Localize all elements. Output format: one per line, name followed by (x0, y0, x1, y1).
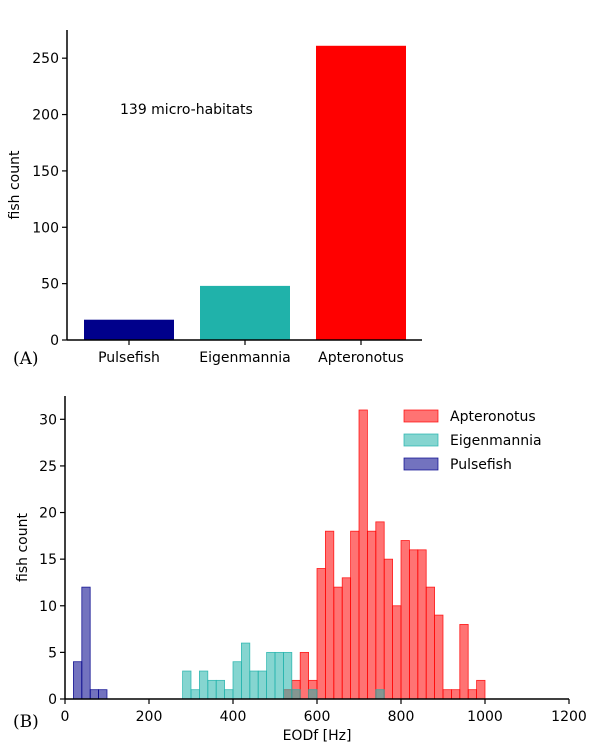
y-tick-label: 150 (32, 164, 59, 180)
histogram-bar-pulsefish (89, 689, 99, 700)
histogram-bar-apteronotus (299, 651, 310, 700)
histogram-bar-eigenmannia (182, 670, 192, 700)
histogram-bar-apteronotus (408, 549, 419, 700)
histogram-bar-eigenmannia (282, 651, 293, 700)
histogram-bar-apteronotus (350, 530, 360, 700)
y-tick-label: 25 (39, 459, 57, 475)
x-tick-label: 600 (304, 709, 331, 725)
histogram-bar-apteronotus (392, 605, 402, 700)
legend-swatch-apteronotus (403, 409, 439, 423)
histogram-bar-apteronotus (375, 521, 385, 700)
x-tick-label: 1200 (551, 709, 587, 725)
x-tick-label-eigenmannia: Eigenmannia (199, 350, 291, 366)
series-pulsefish (73, 586, 108, 700)
histogram-bar-apteronotus (366, 530, 377, 700)
histogram-bar-eigenmannia (190, 689, 200, 700)
histogram-bar-apteronotus (316, 568, 326, 700)
y-axis-label: fish count (15, 513, 31, 582)
histogram-bar-apteronotus (358, 409, 368, 700)
histogram-bar-eigenmannia (257, 670, 268, 700)
histogram-bar-eigenmannia (266, 651, 276, 700)
histogram-bar-apteronotus (333, 586, 343, 700)
histogram-bar-apteronotus (417, 549, 427, 700)
histogram-bar-apteronotus (425, 586, 436, 700)
histogram-bar-eigenmannia (249, 670, 259, 700)
histogram-bar-eigenmannia (308, 689, 318, 700)
y-tick-label: 250 (32, 51, 59, 67)
histogram-bar-apteronotus (450, 689, 461, 700)
histogram-bar-apteronotus (476, 679, 486, 700)
bar-apteronotus (316, 45, 406, 340)
histogram-bar-eigenmannia (375, 689, 385, 700)
y-tick-label: 200 (32, 108, 59, 124)
histogram-bar-eigenmannia (274, 651, 284, 700)
histogram-bar-apteronotus (341, 577, 352, 700)
y-tick-label: 15 (39, 552, 57, 568)
legend-label-eigenmannia: Eigenmannia (450, 433, 542, 449)
x-tick-label: 1000 (467, 709, 503, 725)
histogram-bar-pulsefish (73, 661, 83, 700)
y-axis-label: fish count (7, 150, 23, 219)
histogram-bar-apteronotus (383, 558, 394, 700)
x-tick-label-apteronotus: Apteronotus (318, 350, 404, 366)
y-tick-label: 100 (32, 220, 59, 236)
x-axis-label: EODf [Hz] (283, 728, 352, 744)
histogram-bar-apteronotus (459, 624, 469, 700)
y-tick-label: 50 (41, 277, 59, 293)
legend-label-apteronotus: Apteronotus (450, 409, 536, 425)
legend-swatch-eigenmannia (403, 433, 439, 447)
histogram-bar-pulsefish (98, 689, 108, 700)
histogram-bar-pulsefish (81, 586, 91, 700)
x-tick-label: 400 (220, 709, 247, 725)
histogram-bar-apteronotus (324, 530, 335, 700)
panel-label-a: (A) (13, 349, 39, 369)
legend-swatch-pulsefish (403, 457, 439, 471)
y-tick-label: 20 (39, 506, 57, 522)
series-eigenmannia (182, 642, 385, 700)
bar-pulsefish (84, 319, 174, 340)
y-tick-label: 0 (50, 333, 59, 349)
legend-label-pulsefish: Pulsefish (450, 457, 512, 473)
histogram-bar-eigenmannia (198, 670, 209, 700)
histogram-bar-apteronotus (467, 689, 478, 700)
series-apteronotus (282, 409, 486, 700)
legend: Apteronotus Eigenmannia Pulsefish (403, 409, 542, 473)
histogram-bar-eigenmannia (207, 679, 217, 700)
x-tick-label: 800 (388, 709, 415, 725)
x-tick-label: 0 (61, 709, 70, 725)
histogram-bar-eigenmannia (240, 642, 251, 700)
panel-label-b: (B) (13, 712, 39, 732)
histogram-bar-apteronotus (400, 540, 410, 700)
histogram-bar-eigenmannia (232, 661, 242, 700)
x-tick-label-pulsefish: Pulsefish (98, 350, 160, 366)
histogram-bar-apteronotus (442, 689, 452, 700)
annotation-micro-habitats: 139 micro-habitats (120, 102, 253, 118)
bar-chart-panel-a: Pulsefish Eigenmannia Apteronotus 0 50 100 150… (7, 30, 422, 369)
histogram-panel-b: 0 200 400 600 800 1000 1200 0 5 10 15 20 25 30 EODf [H… (13, 396, 587, 744)
y-tick-label: 10 (39, 599, 57, 615)
histogram-bar-eigenmannia (291, 689, 301, 700)
histogram-bar-apteronotus (434, 614, 444, 700)
bar-eigenmannia (200, 285, 290, 340)
y-tick-label: 5 (48, 645, 57, 661)
x-tick-label: 200 (136, 709, 163, 725)
y-tick-label: 30 (39, 412, 57, 428)
histogram-bar-eigenmannia (224, 689, 234, 700)
histogram-bar-eigenmannia (215, 679, 225, 700)
y-tick-label: 0 (48, 692, 57, 708)
